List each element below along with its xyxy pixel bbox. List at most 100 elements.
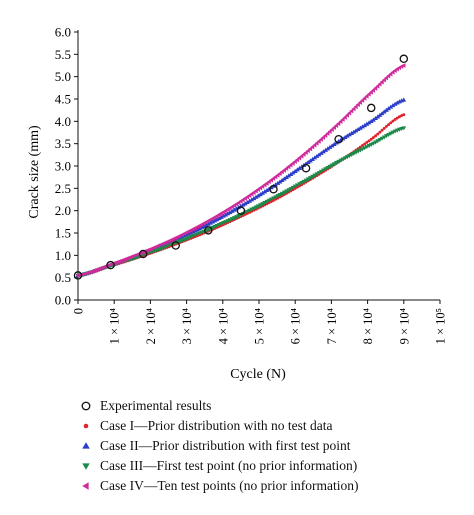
- series-4-marker: [84, 270, 89, 276]
- x-tick-label: 8 × 10⁴: [361, 308, 375, 344]
- series-2-marker: [353, 128, 359, 133]
- series-4-marker: [373, 85, 378, 91]
- legend-item: Case II—Prior distribution with first te…: [78, 436, 468, 456]
- series-2-marker: [290, 170, 296, 175]
- legend-marker-shape: [82, 482, 89, 490]
- y-tick-label: 0.0: [55, 293, 71, 308]
- series-2-marker: [373, 115, 378, 121]
- legend-label: Case II—Prior distribution with first te…: [100, 438, 351, 453]
- series-2-marker: [199, 224, 205, 230]
- series-4-marker: [362, 95, 367, 101]
- legend-item: Case III—First test point (no prior info…: [78, 456, 468, 476]
- series-2-marker: [253, 194, 259, 199]
- series-4-marker: [290, 160, 295, 166]
- series-4-marker: [401, 63, 406, 68]
- series-2-marker: [394, 100, 400, 105]
- series-2-marker: [312, 155, 318, 160]
- series-4-marker: [292, 159, 297, 164]
- series-2-marker: [327, 144, 333, 149]
- experimental-point: [301, 163, 311, 173]
- series-2-marker: [342, 134, 348, 139]
- series-2-marker: [281, 176, 287, 181]
- legend-item: Case IV—Ten test points (no prior inform…: [78, 476, 468, 496]
- series-2-marker: [195, 227, 200, 232]
- x-axis-label-variable: (N): [266, 367, 286, 382]
- series-2-marker: [212, 218, 218, 223]
- legend-marker-icon: [82, 442, 90, 449]
- series-4-marker: [360, 97, 365, 103]
- series-1-marker: [398, 115, 401, 119]
- series-2-marker: [260, 190, 266, 195]
- series-1-marker: [391, 119, 395, 123]
- x-tick-label: 4 × 10⁴: [216, 308, 230, 344]
- series-2-marker: [292, 168, 298, 173]
- series-4-marker: [388, 71, 393, 77]
- y-tick-label: 3.0: [55, 159, 71, 174]
- x-tick-label: 0: [72, 308, 86, 314]
- series-2-marker: [264, 187, 270, 192]
- series-2-marker: [386, 106, 391, 111]
- legend-label: Experimental results: [100, 398, 212, 413]
- series-2-marker: [390, 103, 396, 108]
- series-4-marker: [351, 106, 356, 112]
- series-4-marker: [379, 79, 384, 85]
- legend-marker-shape: [82, 442, 90, 449]
- series-2-marker: [297, 165, 302, 170]
- x-axis-label: Cycle (N): [230, 367, 286, 382]
- legend-marker-shape: [83, 423, 89, 429]
- y-tick-label: 3.5: [55, 136, 71, 151]
- series-2-marker: [357, 125, 363, 130]
- series-2-marker: [360, 124, 365, 129]
- series-4-marker: [299, 153, 304, 159]
- series-1-marker: [361, 144, 364, 147]
- y-tick-label: 5.0: [55, 69, 71, 84]
- series-1-marker: [367, 139, 371, 143]
- series-2-marker: [192, 228, 198, 233]
- series-2-marker: [242, 201, 248, 206]
- series-1-marker: [389, 121, 393, 125]
- series-1-marker: [376, 132, 380, 136]
- series-1-marker: [374, 134, 378, 138]
- x-tick-label: 9 × 10⁴: [397, 308, 411, 344]
- series-4-marker: [336, 121, 341, 126]
- experimental-point: [399, 54, 409, 64]
- series-4-marker: [329, 127, 334, 132]
- series-4-marker: [344, 112, 350, 118]
- series-2-marker: [258, 192, 263, 197]
- series-4-marker: [303, 150, 308, 155]
- series-2-marker: [329, 143, 335, 148]
- legend-label: Case I—Prior distribution with no test d…: [100, 418, 333, 433]
- series-2-marker: [314, 153, 320, 158]
- series-2-marker: [214, 217, 220, 222]
- series-points: [73, 54, 409, 280]
- x-tick-label: 7 × 10⁴: [325, 308, 339, 344]
- legend-label: Case III—First test point (no prior info…: [100, 458, 358, 473]
- tick-labels: 0.0 0.5 1.0 1.5 2.0 2.5 3.0 3.5 4.0 4.5 5.0 5.5 6.0 0…: [55, 25, 448, 345]
- series-2-marker: [344, 133, 350, 138]
- series-1-marker: [371, 136, 375, 140]
- tick-marks: [74, 31, 441, 304]
- series-2-marker: [321, 149, 326, 154]
- experimental-point: [269, 184, 278, 194]
- series-2-marker: [231, 207, 237, 212]
- series-2-marker: [323, 147, 329, 152]
- legend-item: Experimental results: [78, 396, 468, 416]
- series-4-marker: [321, 135, 326, 140]
- legend-marker-icon: [82, 463, 90, 470]
- series-curves: [75, 63, 407, 278]
- series-2-marker: [331, 141, 337, 146]
- y-tick-label: 6.0: [55, 25, 71, 40]
- series-2-marker: [286, 173, 292, 178]
- series-2-marker: [288, 171, 294, 176]
- series-2-marker: [368, 118, 374, 124]
- series-2-marker: [347, 132, 352, 137]
- series-2-marker: [366, 120, 372, 125]
- series-2-marker: [221, 213, 226, 218]
- series-4-marker: [75, 273, 80, 278]
- series-2-marker: [364, 121, 370, 126]
- series-1-marker: [402, 113, 406, 117]
- series-2-marker: [229, 208, 235, 213]
- experimental-point: [171, 241, 180, 250]
- series-1-marker: [365, 140, 369, 144]
- series-2-marker: [279, 177, 285, 182]
